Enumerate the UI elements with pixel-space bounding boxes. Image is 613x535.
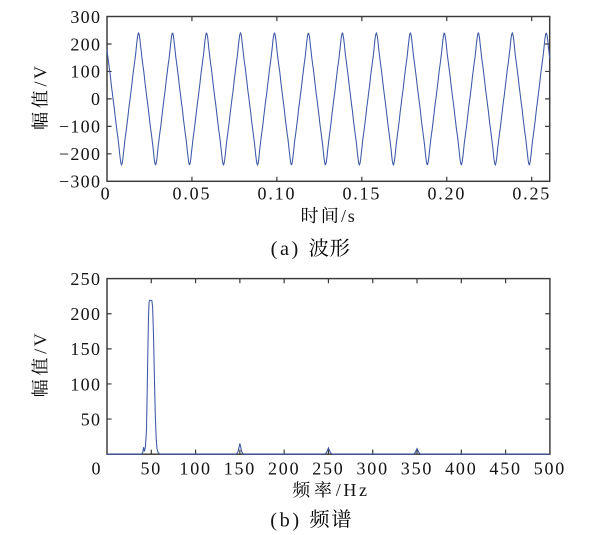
svg-text:250: 250: [312, 459, 344, 479]
svg-text:/V: /V: [31, 331, 51, 354]
svg-text:100: 100: [179, 459, 211, 479]
svg-text:200: 200: [70, 304, 101, 324]
svg-text:300: 300: [70, 7, 101, 27]
svg-text:0.20: 0.20: [427, 184, 466, 204]
svg-text:250: 250: [70, 269, 101, 289]
svg-text:50: 50: [140, 459, 162, 479]
svg-text:0.15: 0.15: [342, 184, 381, 204]
svg-text:50: 50: [81, 409, 102, 429]
svg-text:500: 500: [534, 459, 566, 479]
svg-text:100: 100: [70, 374, 101, 394]
svg-text:−200: −200: [59, 144, 102, 164]
svg-text:400: 400: [445, 459, 477, 479]
svg-text:−300: −300: [59, 172, 102, 192]
svg-text:100: 100: [70, 62, 101, 82]
svg-text:0: 0: [101, 184, 112, 204]
svg-text:350: 350: [401, 459, 433, 479]
svg-text:0: 0: [92, 459, 101, 479]
svg-text:/s: /s: [341, 206, 356, 226]
svg-text:0.05: 0.05: [173, 184, 212, 204]
svg-text:/Hz: /Hz: [336, 480, 370, 500]
svg-text:0.10: 0.10: [258, 184, 297, 204]
svg-text:150: 150: [224, 459, 256, 479]
svg-text:0: 0: [91, 89, 101, 109]
svg-text:450: 450: [489, 459, 521, 479]
svg-text:200: 200: [268, 459, 300, 479]
svg-text:300: 300: [356, 459, 388, 479]
svg-text:(a): (a): [271, 238, 301, 260]
svg-text:150: 150: [70, 339, 101, 359]
svg-text:200: 200: [70, 34, 101, 54]
svg-text:/V: /V: [31, 64, 51, 87]
svg-text:0.25: 0.25: [512, 184, 551, 204]
svg-text:(b): (b): [270, 509, 301, 531]
svg-text:−100: −100: [59, 117, 102, 137]
